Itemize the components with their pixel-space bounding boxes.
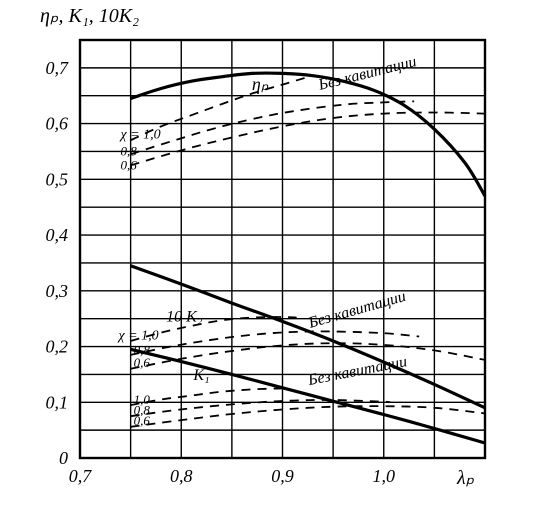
ytick-label: 0 xyxy=(59,448,68,468)
chart-svg: 0,7 0,8 0,9 1,0 0 0,1 0,2 0,3 0,4 0,5 0,6 0,7 ηₚ, K₁… xyxy=(0,0,536,530)
xtick-label: 0,9 xyxy=(271,466,294,486)
chi-eta-08: 0,8 xyxy=(121,143,138,158)
ytick-label: 0,3 xyxy=(46,281,69,301)
chi-k1-06: 0,6 xyxy=(134,413,151,428)
xtick-label: 0,8 xyxy=(170,466,193,486)
label-eta-p: ηₚ xyxy=(252,74,269,94)
chi-10k2-06: 0,6 xyxy=(134,355,151,370)
ytick-label: 0,7 xyxy=(46,58,70,78)
y-axis-title: ηₚ, K₁, 10K₂ xyxy=(40,5,139,27)
ytick-label: 0,5 xyxy=(46,169,69,189)
chi-eta-06: 0,6 xyxy=(121,157,138,172)
label-10k2: 10 K₂ xyxy=(166,308,203,325)
xtick-label: 1,0 xyxy=(373,466,396,486)
ytick-label: 0,6 xyxy=(46,114,69,134)
xtick-label: 0,7 xyxy=(69,466,93,486)
chi-eta-10: χ = 1,0 xyxy=(119,128,161,143)
ytick-label: 0,2 xyxy=(46,337,69,357)
ytick-label: 0,4 xyxy=(46,225,69,245)
x-axis-title: λₚ xyxy=(456,467,475,489)
chi-10k2-10: χ = 1,0 xyxy=(116,328,158,343)
ytick-label: 0,1 xyxy=(46,392,69,412)
label-k1: K₁ xyxy=(192,367,209,384)
